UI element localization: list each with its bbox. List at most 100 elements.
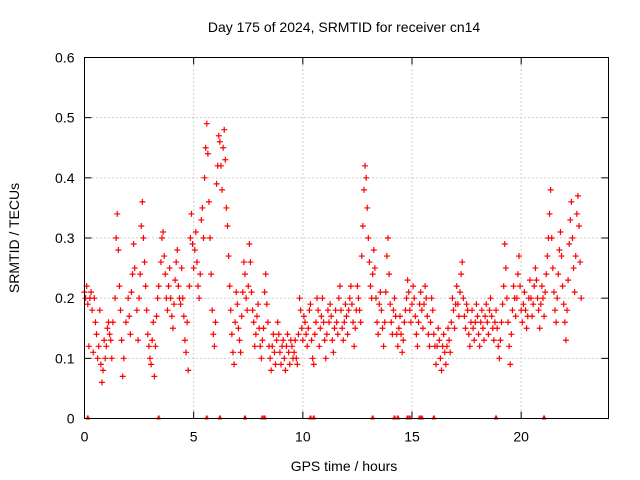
data-point <box>390 307 397 314</box>
data-point <box>307 301 314 308</box>
data-point <box>122 319 129 326</box>
data-point <box>513 295 520 302</box>
data-point <box>378 307 385 314</box>
data-point <box>369 271 376 278</box>
data-point <box>248 289 255 296</box>
data-point <box>454 301 461 308</box>
x-axis-label: GPS time / hours <box>291 458 398 474</box>
data-point <box>318 313 325 320</box>
data-point <box>257 343 264 350</box>
data-point <box>499 301 506 308</box>
data-point <box>490 337 497 344</box>
data-point <box>104 325 111 332</box>
data-point <box>304 343 311 350</box>
data-point <box>424 313 431 320</box>
data-point <box>540 295 546 302</box>
data-point <box>317 325 324 332</box>
data-point <box>101 337 108 344</box>
data-point <box>557 228 564 235</box>
data-point <box>84 301 91 308</box>
data-point <box>558 253 565 260</box>
data-point <box>427 319 434 326</box>
data-point <box>350 319 357 326</box>
data-point <box>481 337 488 344</box>
data-point <box>435 325 442 332</box>
data-point <box>235 325 242 332</box>
data-point <box>449 295 456 302</box>
data-point <box>578 295 585 302</box>
data-point <box>284 331 291 338</box>
data-point <box>190 265 197 272</box>
data-point <box>576 222 583 229</box>
data-point <box>139 198 146 205</box>
data-point <box>275 331 282 338</box>
data-point <box>542 289 549 296</box>
data-point <box>571 289 578 296</box>
data-point <box>145 343 152 350</box>
data-point <box>140 235 147 241</box>
data-point <box>281 355 288 362</box>
y-tick-label: 0.5 <box>55 110 75 126</box>
data-point <box>207 235 214 241</box>
data-point <box>141 259 148 266</box>
data-point <box>414 343 421 350</box>
data-point <box>272 361 279 368</box>
data-point <box>231 361 238 368</box>
data-point <box>421 301 428 308</box>
data-point <box>147 355 153 362</box>
data-point <box>188 210 195 217</box>
data-point <box>538 283 545 290</box>
data-point <box>98 379 105 386</box>
data-point <box>179 295 186 302</box>
data-point <box>347 283 354 290</box>
data-point <box>514 271 521 278</box>
x-tick-label: 5 <box>190 429 198 445</box>
data-point <box>212 319 219 326</box>
data-point <box>550 289 557 296</box>
data-point <box>460 295 467 302</box>
data-point <box>358 253 365 260</box>
data-point <box>297 307 304 314</box>
data-point <box>167 295 174 302</box>
data-point <box>422 283 429 290</box>
data-point <box>532 265 539 272</box>
data-point <box>565 277 572 284</box>
data-point <box>164 307 171 314</box>
data-point <box>161 253 168 260</box>
data-point <box>367 283 374 290</box>
data-point <box>448 319 455 326</box>
data-point <box>93 331 100 338</box>
data-point <box>507 361 514 368</box>
data-point <box>314 295 321 302</box>
data-point <box>440 331 447 338</box>
data-point <box>108 355 115 362</box>
data-point <box>508 331 515 338</box>
data-point <box>112 295 119 302</box>
data-point <box>379 325 386 332</box>
data-point <box>412 313 419 320</box>
data-point <box>262 271 269 278</box>
plot-frame <box>84 57 609 419</box>
data-point <box>114 210 121 217</box>
data-point <box>573 210 580 217</box>
data-point <box>404 277 411 284</box>
data-point <box>159 235 166 241</box>
data-point <box>519 319 526 326</box>
data-point <box>264 319 271 326</box>
x-tick-label: 15 <box>404 429 420 445</box>
x-tick-label: 10 <box>295 429 311 445</box>
data-point <box>546 210 553 217</box>
data-point <box>200 235 207 241</box>
data-point <box>189 241 196 248</box>
data-point <box>438 367 445 374</box>
data-point <box>294 361 301 368</box>
data-point <box>425 331 432 338</box>
data-point <box>238 313 245 320</box>
data-point <box>370 247 377 254</box>
data-point <box>342 301 349 308</box>
y-tick-label: 0.2 <box>55 290 75 306</box>
data-point <box>226 283 233 290</box>
data-point <box>174 247 181 254</box>
data-point <box>549 265 556 272</box>
